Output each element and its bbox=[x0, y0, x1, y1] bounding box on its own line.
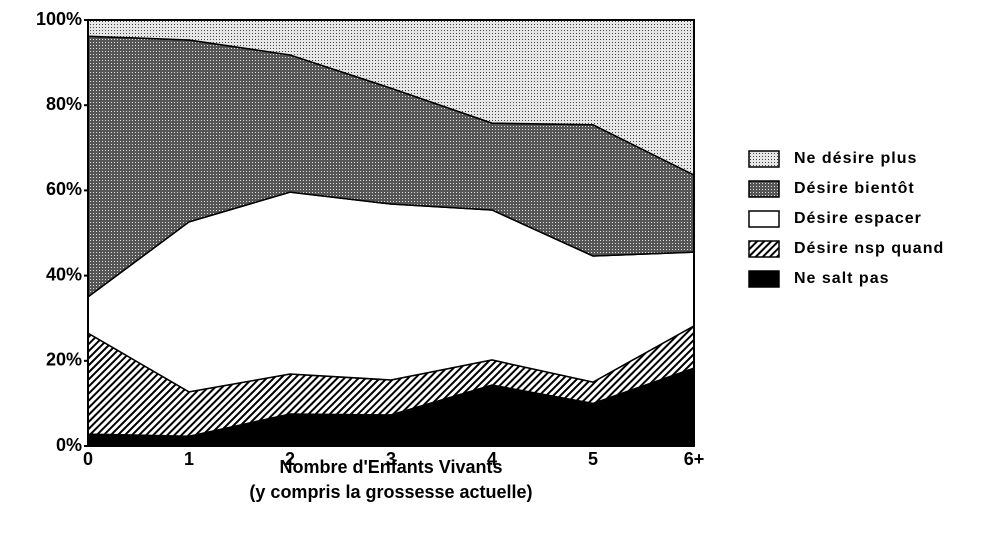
legend-label: Désire bientôt bbox=[794, 180, 915, 197]
x-tick-label: 5 bbox=[588, 449, 598, 469]
y-tick-label: 40% bbox=[46, 264, 82, 284]
x-axis-label: Nombre d'Enfants Vivants bbox=[280, 457, 503, 477]
y-tick-label: 20% bbox=[46, 350, 82, 370]
x-tick-label: 1 bbox=[184, 449, 194, 469]
legend-label: Désire espacer bbox=[794, 210, 922, 227]
y-tick-label: 0% bbox=[56, 435, 82, 455]
x-tick-label: 2 bbox=[285, 449, 295, 469]
x-tick-label: 3 bbox=[386, 449, 396, 469]
legend-label: Ne désire plus bbox=[794, 150, 917, 167]
x-tick-label: 0 bbox=[83, 449, 93, 469]
x-axis-note: (y compris la grossesse actuelle) bbox=[249, 482, 532, 502]
legend-swatch bbox=[748, 210, 780, 228]
x-tick-label: 6+ bbox=[684, 449, 705, 469]
legend-swatch bbox=[748, 150, 780, 168]
x-tick-label: 4 bbox=[487, 449, 497, 469]
plot-frame bbox=[87, 19, 695, 447]
legend-swatch bbox=[748, 180, 780, 198]
y-tick-label: 80% bbox=[46, 94, 82, 114]
legend-swatch bbox=[748, 270, 780, 288]
areas bbox=[87, 19, 695, 447]
y-tick-label: 100% bbox=[36, 9, 82, 29]
y-tick-label: 60% bbox=[46, 179, 82, 199]
legend-label: Désire nsp quand bbox=[794, 240, 944, 257]
legend-swatch bbox=[748, 240, 780, 258]
legend-label: Ne salt pas bbox=[794, 270, 889, 287]
